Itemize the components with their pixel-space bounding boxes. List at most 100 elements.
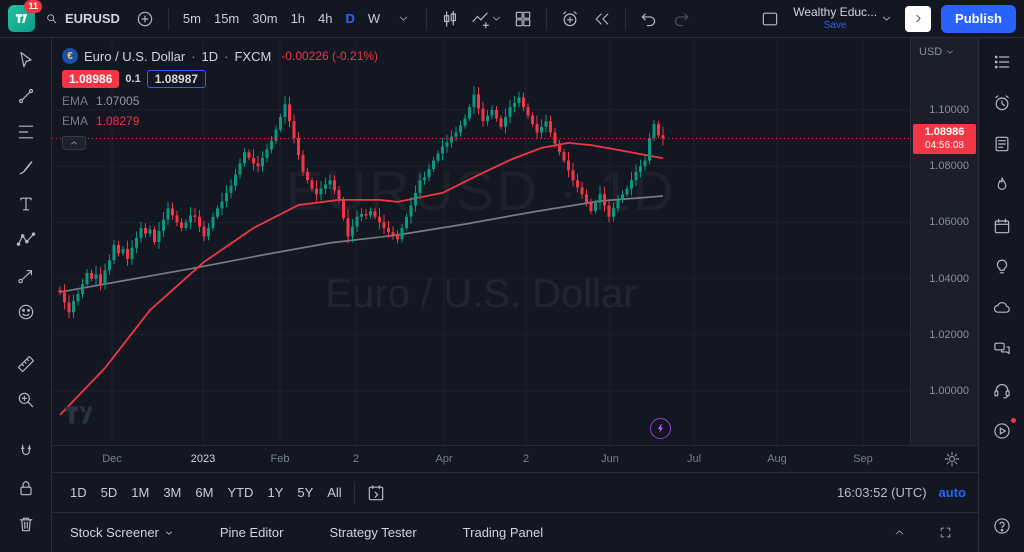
text-tool[interactable]	[9, 190, 43, 218]
price-axis-label: 1.00000	[929, 385, 969, 397]
candlestick-chart[interactable]	[52, 38, 910, 445]
ideas-panel-button[interactable]	[985, 253, 1019, 281]
chevron-down-icon	[945, 47, 955, 57]
layout-name: Wealthy Educ...	[793, 4, 878, 19]
panel-collapse-button[interactable]	[884, 519, 914, 547]
go-to-date-button[interactable]	[361, 479, 391, 507]
alerts-panel-button[interactable]	[985, 89, 1019, 117]
publish-button[interactable]: Publish	[941, 4, 1016, 33]
add-symbol-button[interactable]	[130, 5, 160, 33]
fullscreen-button[interactable]	[930, 519, 960, 547]
pattern-tool[interactable]	[9, 226, 43, 254]
maximize-icon	[939, 526, 952, 539]
timeframe-5m[interactable]: 5m	[177, 7, 207, 30]
forecast-tool[interactable]	[9, 262, 43, 290]
trash-tool[interactable]	[9, 510, 43, 538]
create-alert-button[interactable]	[555, 5, 585, 33]
price-axis-label: 1.08000	[929, 160, 969, 173]
tradingview-logo[interactable]: 11	[8, 0, 42, 32]
lock-tool[interactable]	[9, 474, 43, 502]
undo-button[interactable]	[634, 5, 664, 33]
timeframe-W[interactable]: W	[362, 7, 386, 30]
range-1Y[interactable]: 1Y	[261, 481, 289, 504]
support-icon	[992, 380, 1012, 400]
chart-legend: € Euro / U.S. Dollar · 1D · FXCM -0.0022…	[62, 48, 378, 150]
calendar-panel-button[interactable]	[985, 212, 1019, 240]
footer-tab-strategy-tester[interactable]: Strategy Tester	[329, 525, 417, 540]
time-axis-label: Jun	[601, 453, 619, 465]
range-5D[interactable]: 5D	[95, 481, 124, 504]
save-button[interactable]: Save	[823, 19, 847, 31]
time-axis[interactable]: Dec 2023 Feb 2 Apr 2 Jun Jul Aug Sep	[52, 445, 978, 472]
ruler-tool[interactable]	[9, 350, 43, 378]
ruler-icon	[16, 354, 36, 374]
trendline-tool[interactable]	[9, 82, 43, 110]
cursor-tool[interactable]	[9, 46, 43, 74]
timeframe-marker-lightning-icon[interactable]	[650, 418, 671, 439]
symbol-legend-row[interactable]: € Euro / U.S. Dollar · 1D · FXCM -0.0022…	[62, 48, 378, 64]
sell-price-button[interactable]: 1.08986	[62, 70, 120, 88]
magnet-icon	[16, 442, 36, 462]
redo-button[interactable]	[666, 5, 696, 33]
range-toolbar-right: 16:03:52 (UTC) auto	[837, 485, 966, 500]
bar-replay-button[interactable]	[587, 5, 617, 33]
range-YTD[interactable]: YTD	[221, 481, 259, 504]
buy-price-button[interactable]: 1.08987	[146, 70, 207, 88]
indicators-button[interactable]	[467, 5, 506, 33]
timeframe-D[interactable]: D	[340, 7, 361, 30]
symbol-search-button[interactable]: EURUSD	[37, 7, 128, 30]
hotlist-panel-button[interactable]	[985, 171, 1019, 199]
help-icon	[992, 516, 1012, 536]
timeframe-group: 5m 15m 30m 1h 4h D W	[177, 7, 386, 30]
price-axis[interactable]: USD 1.08986 04:56:08 1.10000 1.08000 1.060…	[910, 38, 978, 445]
symbol-logo-icon: €	[62, 48, 78, 64]
chart-style-button[interactable]	[435, 5, 465, 33]
symbol-search-label: EURUSD	[65, 11, 120, 26]
clock-utc[interactable]: 16:03:52 (UTC)	[836, 485, 927, 500]
redo-icon	[671, 9, 691, 29]
auto-scale-toggle[interactable]: auto	[938, 485, 966, 500]
indicator-row-ema-slow[interactable]: EMA 1.07005	[62, 94, 378, 108]
range-5Y[interactable]: 5Y	[291, 481, 319, 504]
range-All[interactable]: All	[321, 481, 347, 504]
zoom-icon	[16, 390, 36, 410]
search-icon	[45, 12, 58, 25]
range-3M[interactable]: 3M	[157, 481, 187, 504]
select-layout-button[interactable]	[755, 5, 785, 33]
timeframe-1h[interactable]: 1h	[285, 7, 311, 30]
layout-menu[interactable]: Wealthy Educ... Save	[793, 4, 893, 31]
footer-tab-pine-editor[interactable]: Pine Editor	[219, 525, 284, 540]
tutorials-panel-button[interactable]	[985, 417, 1019, 445]
support-panel-button[interactable]	[985, 376, 1019, 404]
fib-tool[interactable]	[9, 118, 43, 146]
comments-panel-button[interactable]	[985, 335, 1019, 363]
current-price-value: 1.08986	[924, 126, 965, 138]
axis-currency-selector[interactable]: USD	[919, 46, 955, 58]
timeframe-30m[interactable]: 30m	[246, 7, 283, 30]
range-6M[interactable]: 6M	[189, 481, 219, 504]
footer-tab-trading-panel[interactable]: Trading Panel	[462, 525, 544, 540]
timeframe-menu-button[interactable]	[388, 5, 418, 33]
zoom-tool[interactable]	[9, 386, 43, 414]
watchlist-panel-button[interactable]	[985, 48, 1019, 76]
notification-dot	[1009, 417, 1017, 424]
chart-settings-button[interactable]	[942, 449, 962, 469]
bar-countdown: 04:56:08	[925, 139, 964, 151]
brush-tool[interactable]	[9, 154, 43, 182]
lock-icon	[16, 478, 36, 498]
magnet-tool[interactable]	[9, 438, 43, 466]
news-panel-button[interactable]	[985, 130, 1019, 158]
timeframe-15m[interactable]: 15m	[208, 7, 245, 30]
layout-grid-button[interactable]	[508, 5, 538, 33]
legend-collapse-button[interactable]	[62, 136, 86, 150]
range-1M[interactable]: 1M	[125, 481, 155, 504]
range-1D[interactable]: 1D	[64, 481, 93, 504]
indicator-row-ema-fast[interactable]: EMA 1.08279	[62, 114, 378, 128]
panel-expand-button[interactable]	[905, 5, 932, 32]
footer-tab-stock-screener[interactable]: Stock Screener	[70, 525, 174, 540]
help-panel-button[interactable]	[985, 512, 1019, 540]
emoji-tool[interactable]	[9, 298, 43, 326]
pattern-icon	[16, 230, 36, 250]
timeframe-4h[interactable]: 4h	[312, 7, 338, 30]
chat-panel-button[interactable]	[985, 294, 1019, 322]
